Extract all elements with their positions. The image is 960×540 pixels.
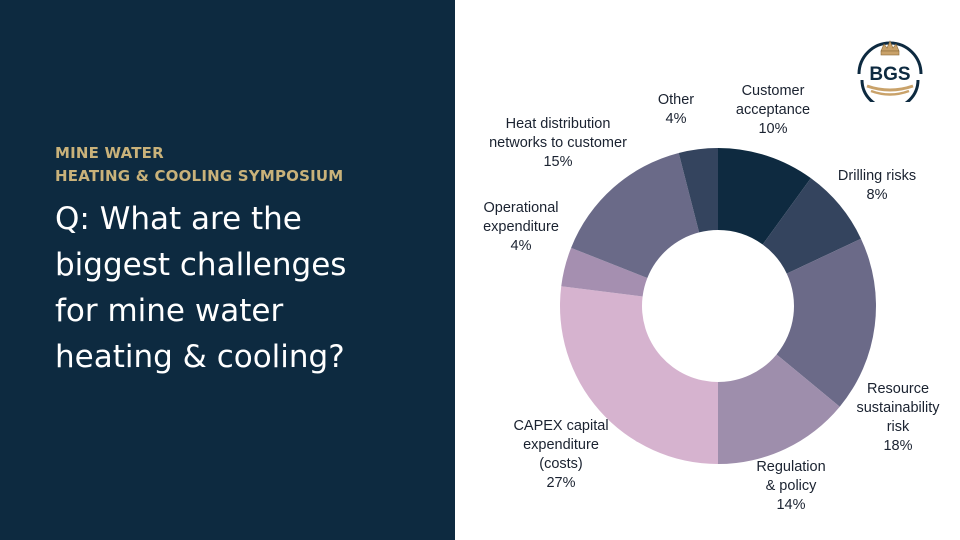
question-line-2: biggest challenges: [55, 247, 347, 283]
question-heading: Q: What are the biggest challenges for m…: [55, 196, 435, 380]
slice-label-line: sustainability: [856, 400, 940, 416]
question-line-3: for mine water: [55, 293, 284, 329]
bgs-logo: BGS: [857, 40, 923, 102]
donut-slice: [678, 148, 718, 233]
slice-label-line: & policy: [766, 478, 818, 494]
slice-label-line: 4%: [666, 111, 687, 127]
donut-slice: [718, 354, 840, 464]
slice-label-line: Customer: [742, 83, 805, 99]
slice-label: Drilling risks 8%: [838, 168, 916, 203]
logo-text: BGS: [869, 64, 910, 85]
donut-slice: [561, 247, 648, 297]
slice-label-line: Operational: [484, 200, 559, 216]
slice-label-line: 10%: [758, 121, 787, 137]
slice-label-line: 27%: [546, 475, 575, 491]
donut-chart: Customer acceptance 10% Drilling risks 8% Res…: [483, 83, 940, 513]
slice-label-line: 14%: [776, 497, 805, 513]
slice-label-line: CAPEX capital: [513, 418, 608, 434]
slice-label-line: networks to customer: [489, 135, 627, 151]
slice-label-line: 4%: [511, 238, 532, 254]
slice-label-line: Heat distribution: [506, 116, 611, 132]
symposium-title-line-1: MINE WATER: [55, 144, 164, 162]
slice-label: Heat distribution networks to customer 15%: [489, 116, 627, 170]
slice-label-line: Other: [658, 92, 694, 108]
question-line-4: heating & cooling?: [55, 339, 345, 375]
slice-label-line: 15%: [543, 154, 572, 170]
slice-label: Customer acceptance 10%: [736, 83, 810, 137]
slice-label-line: 8%: [867, 187, 888, 203]
slice-label-line: expenditure: [523, 437, 599, 453]
slice-label: Operational expenditure 4%: [483, 200, 559, 254]
donut-slice: [571, 152, 700, 279]
slice-label: Regulation & policy 14%: [756, 459, 825, 513]
slice-label: Resource sustainability risk 18%: [856, 381, 940, 454]
slice-label: Other 4%: [658, 92, 694, 127]
symposium-title-line-2: HEATING & COOLING SYMPOSIUM: [55, 167, 344, 185]
left-panel: MINE WATER HEATING & COOLING SYMPOSIUM Q…: [0, 0, 455, 540]
donut-slice: [762, 178, 861, 274]
slice-label-line: Drilling risks: [838, 168, 916, 184]
slice-label: CAPEX capital expenditure (costs) 27%: [513, 418, 608, 491]
slice-label-line: (costs): [539, 456, 583, 472]
slice-label-line: risk: [887, 419, 910, 435]
question-line-1: Q: What are the: [55, 201, 302, 237]
slice-label-line: Regulation: [756, 459, 825, 475]
slice-label-line: Resource: [867, 381, 929, 397]
crown-icon: [880, 40, 900, 56]
slice-label-line: 18%: [883, 438, 912, 454]
symposium-title: MINE WATER HEATING & COOLING SYMPOSIUM: [55, 142, 343, 188]
slice-label-line: acceptance: [736, 102, 810, 118]
donut-slice: [718, 148, 811, 245]
slice-label-line: expenditure: [483, 219, 559, 235]
donut-slice: [560, 286, 718, 464]
donut-slice: [776, 238, 876, 407]
